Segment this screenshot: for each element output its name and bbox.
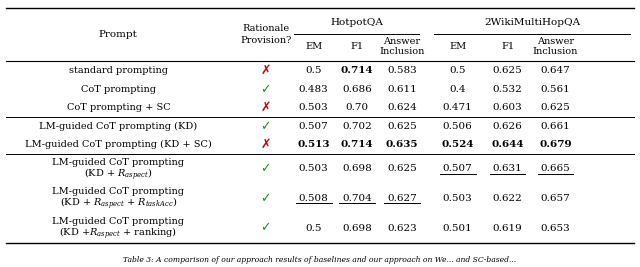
Text: 0.704: 0.704 (342, 194, 372, 203)
Text: 0.657: 0.657 (541, 194, 570, 203)
Text: 0.471: 0.471 (443, 103, 472, 112)
Text: ✓: ✓ (260, 162, 271, 175)
Text: 0.623: 0.623 (387, 224, 417, 233)
Text: 0.5: 0.5 (305, 224, 322, 233)
Text: 2WikiMultiHopQA: 2WikiMultiHopQA (484, 18, 580, 28)
Text: EM: EM (449, 42, 466, 51)
Text: ✓: ✓ (260, 192, 271, 205)
Text: 0.665: 0.665 (541, 164, 570, 173)
Text: ✓: ✓ (260, 120, 271, 133)
Text: 0.624: 0.624 (387, 103, 417, 112)
Text: CoT prompting + SC: CoT prompting + SC (67, 103, 170, 112)
Text: 0.686: 0.686 (342, 85, 372, 94)
Text: 0.702: 0.702 (342, 122, 372, 131)
Text: 0.625: 0.625 (387, 164, 417, 173)
Text: F1: F1 (351, 42, 364, 51)
Text: ✓: ✓ (260, 222, 271, 235)
Text: 0.506: 0.506 (443, 122, 472, 131)
Text: LM-guided CoT prompting: LM-guided CoT prompting (52, 217, 184, 226)
Text: (KD + $R_{aspect}$ + $R_{taskAcc}$): (KD + $R_{aspect}$ + $R_{taskAcc}$) (60, 196, 177, 213)
Text: 0.524: 0.524 (442, 140, 474, 149)
Text: 0.631: 0.631 (493, 164, 522, 173)
Text: 0.698: 0.698 (342, 164, 372, 173)
Text: F1: F1 (501, 42, 514, 51)
Text: EM: EM (305, 42, 322, 51)
Text: 0.619: 0.619 (493, 224, 522, 233)
Text: 0.625: 0.625 (493, 66, 522, 75)
Text: Answer
Inclusion: Answer Inclusion (533, 37, 578, 56)
Text: 0.5: 0.5 (449, 66, 466, 75)
Text: 0.532: 0.532 (493, 85, 522, 94)
Text: Rationale
Provision?: Rationale Provision? (240, 24, 291, 45)
Text: 0.714: 0.714 (341, 140, 373, 149)
Text: 0.483: 0.483 (299, 85, 328, 94)
Text: 0.625: 0.625 (387, 122, 417, 131)
Text: 0.4: 0.4 (449, 85, 466, 94)
Text: 0.661: 0.661 (541, 122, 570, 131)
Text: 0.513: 0.513 (298, 140, 330, 149)
Text: 0.714: 0.714 (341, 66, 373, 75)
Text: LM-guided CoT prompting: LM-guided CoT prompting (52, 187, 184, 196)
Text: (KD +$R_{aspect}$ + ranking): (KD +$R_{aspect}$ + ranking) (60, 226, 177, 242)
Text: 0.679: 0.679 (540, 140, 572, 149)
Text: 0.508: 0.508 (299, 194, 328, 203)
Text: Table 3: A comparison of our approach results of baselines and our approach on W: Table 3: A comparison of our approach re… (124, 256, 516, 264)
Text: LM-guided CoT prompting (KD + SC): LM-guided CoT prompting (KD + SC) (25, 140, 212, 149)
Text: ✗: ✗ (260, 101, 271, 114)
Text: 0.611: 0.611 (387, 85, 417, 94)
Text: 0.507: 0.507 (443, 164, 472, 173)
Text: 0.635: 0.635 (386, 140, 418, 149)
Text: 0.627: 0.627 (387, 194, 417, 203)
Text: Prompt: Prompt (99, 30, 138, 39)
Text: 0.503: 0.503 (299, 103, 328, 112)
Text: ✓: ✓ (260, 83, 271, 96)
Text: 0.653: 0.653 (541, 224, 570, 233)
Text: Answer
Inclusion: Answer Inclusion (380, 37, 424, 56)
Text: 0.501: 0.501 (443, 224, 472, 233)
Text: CoT prompting: CoT prompting (81, 85, 156, 94)
Text: LM-guided CoT prompting (KD): LM-guided CoT prompting (KD) (39, 122, 198, 131)
Text: 0.503: 0.503 (443, 194, 472, 203)
Text: 0.70: 0.70 (346, 103, 369, 112)
Text: LM-guided CoT prompting: LM-guided CoT prompting (52, 158, 184, 167)
Text: ✗: ✗ (260, 138, 271, 151)
Text: ✗: ✗ (260, 64, 271, 77)
Text: 0.5: 0.5 (305, 66, 322, 75)
Text: 0.507: 0.507 (299, 122, 328, 131)
Text: 0.583: 0.583 (387, 66, 417, 75)
Text: 0.561: 0.561 (541, 85, 570, 94)
Text: 0.647: 0.647 (541, 66, 570, 75)
Text: 0.503: 0.503 (299, 164, 328, 173)
Text: 0.625: 0.625 (541, 103, 570, 112)
Text: 0.622: 0.622 (493, 194, 522, 203)
Text: 0.644: 0.644 (492, 140, 524, 149)
Text: 0.626: 0.626 (493, 122, 522, 131)
Text: standard prompting: standard prompting (69, 66, 168, 75)
Text: HotpotQA: HotpotQA (330, 18, 383, 28)
Text: 0.698: 0.698 (342, 224, 372, 233)
Text: (KD + $R_{aspect}$): (KD + $R_{aspect}$) (84, 167, 153, 183)
Text: 0.603: 0.603 (493, 103, 522, 112)
